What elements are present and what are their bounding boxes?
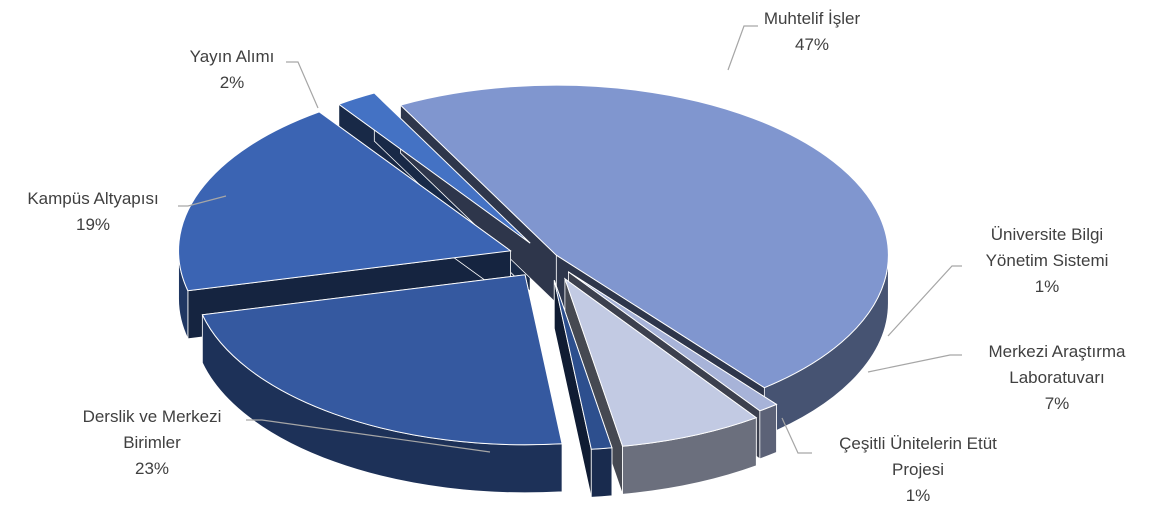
- slice-percent-label: 1%: [906, 486, 931, 505]
- slice-percent-label: 7%: [1045, 394, 1070, 413]
- slice-category-label: Kampüs Altyapısı: [27, 189, 158, 208]
- pie-label-2: Merkezi Araştırma Laboratuvarı 7%: [867, 342, 1127, 413]
- slice-percent-label: 19%: [76, 215, 110, 234]
- slice-category-label: Çeşitli Ünitelerin Etüt: [839, 434, 997, 453]
- slice-category-label: Birimler: [123, 433, 181, 452]
- pie-label-0: Muhtelif İşler 47%: [727, 9, 861, 71]
- leader-line-5: [178, 195, 227, 207]
- slice-category-label: Laboratuvarı: [1009, 368, 1104, 387]
- pie-label-6: Yayın Alımı 2%: [190, 47, 319, 109]
- pie-slice-top-2: [563, 277, 758, 447]
- slice-category-label: Yönetim Sistemi: [986, 251, 1109, 270]
- slice-percent-label: 23%: [135, 459, 169, 478]
- leader-line-6: [286, 61, 319, 109]
- pie-slice-top-3: [553, 280, 613, 450]
- slice-category-label: Projesi: [892, 460, 944, 479]
- leader-line-0: [727, 25, 758, 71]
- pie-labels: Muhtelif İşler 47% Üniversite Bilgi Yönetim…: [27, 9, 1126, 505]
- pie-slice-top-1: [568, 271, 778, 412]
- slice-category-label: Merkezi Araştırma: [989, 342, 1127, 361]
- slice-percent-label: 2%: [220, 73, 245, 92]
- slice-category-label: Üniversite Bilgi: [991, 225, 1103, 244]
- slice-percent-label: 1%: [1035, 277, 1060, 296]
- slice-category-label: Derslik ve Merkezi: [83, 407, 222, 426]
- leader-line-3: [781, 417, 812, 454]
- leader-line-1: [887, 265, 962, 337]
- leader-line-4: [246, 419, 491, 453]
- pie-slice-top-4: [201, 274, 563, 446]
- pie-label-1: Üniversite Bilgi Yönetim Sistemi 1%: [887, 225, 1109, 337]
- slice-percent-label: 47%: [795, 35, 829, 54]
- pie-label-5: Kampüs Altyapısı 19%: [27, 189, 227, 234]
- pie-slice-side-1-0: [759, 403, 777, 460]
- leader-line-2: [867, 354, 962, 373]
- pie-slice-top-5: [178, 111, 512, 292]
- pie-label-4: Derslik ve Merkezi Birimler 23%: [83, 407, 491, 478]
- pie-slices: [178, 84, 889, 498]
- slice-category-label: Yayın Alımı: [190, 47, 275, 66]
- pie-slice-top-6: [337, 92, 531, 244]
- pie-slice-top-0: [399, 84, 889, 389]
- pie-slice-side-3-0: [590, 447, 613, 498]
- slice-category-label: Muhtelif İşler: [764, 9, 861, 28]
- pie-label-3: Çeşitli Ünitelerin Etüt Projesi 1%: [781, 417, 997, 505]
